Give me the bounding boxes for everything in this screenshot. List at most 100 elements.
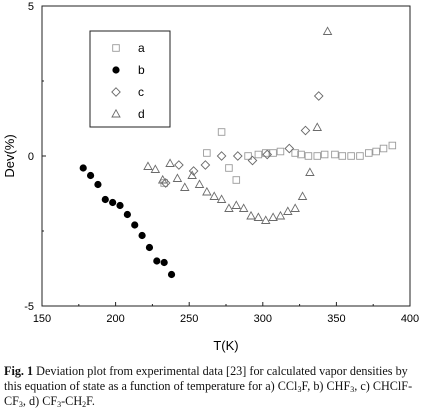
legend-marker-d (111, 108, 121, 118)
data-point-b (131, 221, 139, 229)
x-tick-label: 250 (180, 313, 198, 325)
data-point-b (145, 243, 154, 252)
data-point-b (79, 164, 87, 172)
x-tick-label: 300 (254, 313, 272, 325)
data-point-d (312, 122, 323, 131)
data-point-d (194, 179, 205, 188)
data-point-d (224, 203, 234, 212)
data-point-b (94, 180, 102, 189)
series-layer (79, 26, 397, 279)
data-point-a (304, 152, 313, 160)
caption-text-6: F. (86, 394, 95, 409)
caption-sub-3: 3 (18, 400, 23, 410)
data-point-d (275, 210, 286, 220)
data-point-a (254, 150, 263, 159)
data-point-c (247, 155, 258, 166)
data-point-c (216, 151, 227, 161)
data-point-d (322, 26, 333, 35)
caption-sub-2: 3 (350, 385, 355, 395)
legend-label-d: d (138, 107, 145, 121)
data-point-c (160, 178, 171, 188)
data-point-d (187, 170, 197, 179)
legend-marker-c (111, 87, 121, 97)
data-point-d (165, 158, 175, 167)
data-point-c (200, 160, 211, 170)
x-tick-label: 400 (401, 313, 419, 325)
data-point-c (313, 91, 324, 101)
series-a (160, 128, 397, 187)
legend-marker-a (112, 44, 120, 52)
data-point-b (138, 231, 146, 240)
x-axis-label: T(K) (213, 338, 238, 353)
data-point-d (297, 191, 308, 200)
data-point-c (300, 125, 311, 136)
data-point-d (150, 164, 161, 173)
data-point-b (123, 210, 131, 219)
data-point-d (180, 182, 190, 191)
caption-sub-5: 2 (82, 400, 87, 410)
data-point-d (209, 191, 219, 200)
data-point-a (297, 150, 305, 159)
caption-text-2: F, b) CHF (301, 379, 351, 394)
legend-box (89, 30, 171, 128)
data-point-c (232, 151, 243, 161)
data-point-a (261, 149, 270, 157)
data-point-d (283, 206, 293, 215)
data-point-d (246, 210, 256, 220)
data-point-a (225, 164, 233, 172)
legend-label-a: a (138, 41, 145, 55)
data-point-a (347, 152, 355, 160)
data-point-c (188, 166, 199, 176)
x-tick-label: 350 (327, 313, 345, 325)
y-tick-label: 5 (28, 1, 34, 13)
legend-label-c: c (138, 85, 144, 99)
data-point-a (379, 144, 388, 153)
data-point-b (153, 257, 161, 265)
caption-text: Deviation plot from experimental data [2… (4, 364, 408, 394)
caption-sub-4: 3 (57, 400, 62, 410)
data-point-a (313, 152, 322, 160)
data-point-c (284, 143, 295, 154)
data-point-a (291, 149, 299, 157)
caption-sub-1: 3 (297, 385, 302, 395)
y-tick-label: 0 (28, 151, 34, 163)
data-point-d (260, 215, 271, 224)
data-point-a (320, 150, 329, 159)
x-axis-ticks: 150 200 250 300 350 400 (33, 302, 419, 325)
data-point-d (268, 212, 278, 221)
data-point-a (365, 149, 373, 157)
data-point-d (172, 173, 183, 182)
data-point-c (262, 149, 273, 160)
data-point-b (86, 171, 95, 180)
legend-marker-b (112, 66, 120, 74)
caption-text-5: -CH (61, 394, 83, 409)
data-point-d (231, 200, 242, 209)
data-point-a (203, 149, 211, 157)
data-point-a (232, 176, 241, 184)
data-point-a (338, 152, 347, 160)
data-point-a (276, 147, 285, 156)
data-point-d (157, 174, 168, 184)
data-point-b (109, 198, 117, 207)
data-point-d (238, 203, 249, 212)
data-point-b (101, 195, 109, 204)
series-d (143, 26, 333, 224)
series-c (160, 91, 324, 188)
data-point-d (216, 194, 227, 203)
data-point-d (290, 203, 300, 212)
data-point-d (253, 212, 264, 221)
data-point-a (331, 150, 339, 159)
data-point-a (356, 152, 364, 160)
y-tick-label: -5 (24, 301, 34, 313)
data-point-c (174, 160, 184, 170)
legend-label-b: b (138, 63, 145, 77)
y-axis-label: Dev(%) (2, 134, 17, 177)
data-point-a (388, 141, 397, 150)
y-axis-ticks: 5 0 -5 (24, 1, 46, 313)
data-point-d (305, 167, 315, 176)
figure-caption: Fig. 1 Deviation plot from experimental … (4, 364, 418, 410)
x-tick-label: 150 (33, 313, 51, 325)
caption-text-4: , d) CF (22, 394, 58, 409)
data-point-d (143, 161, 153, 170)
data-point-b (160, 258, 168, 267)
